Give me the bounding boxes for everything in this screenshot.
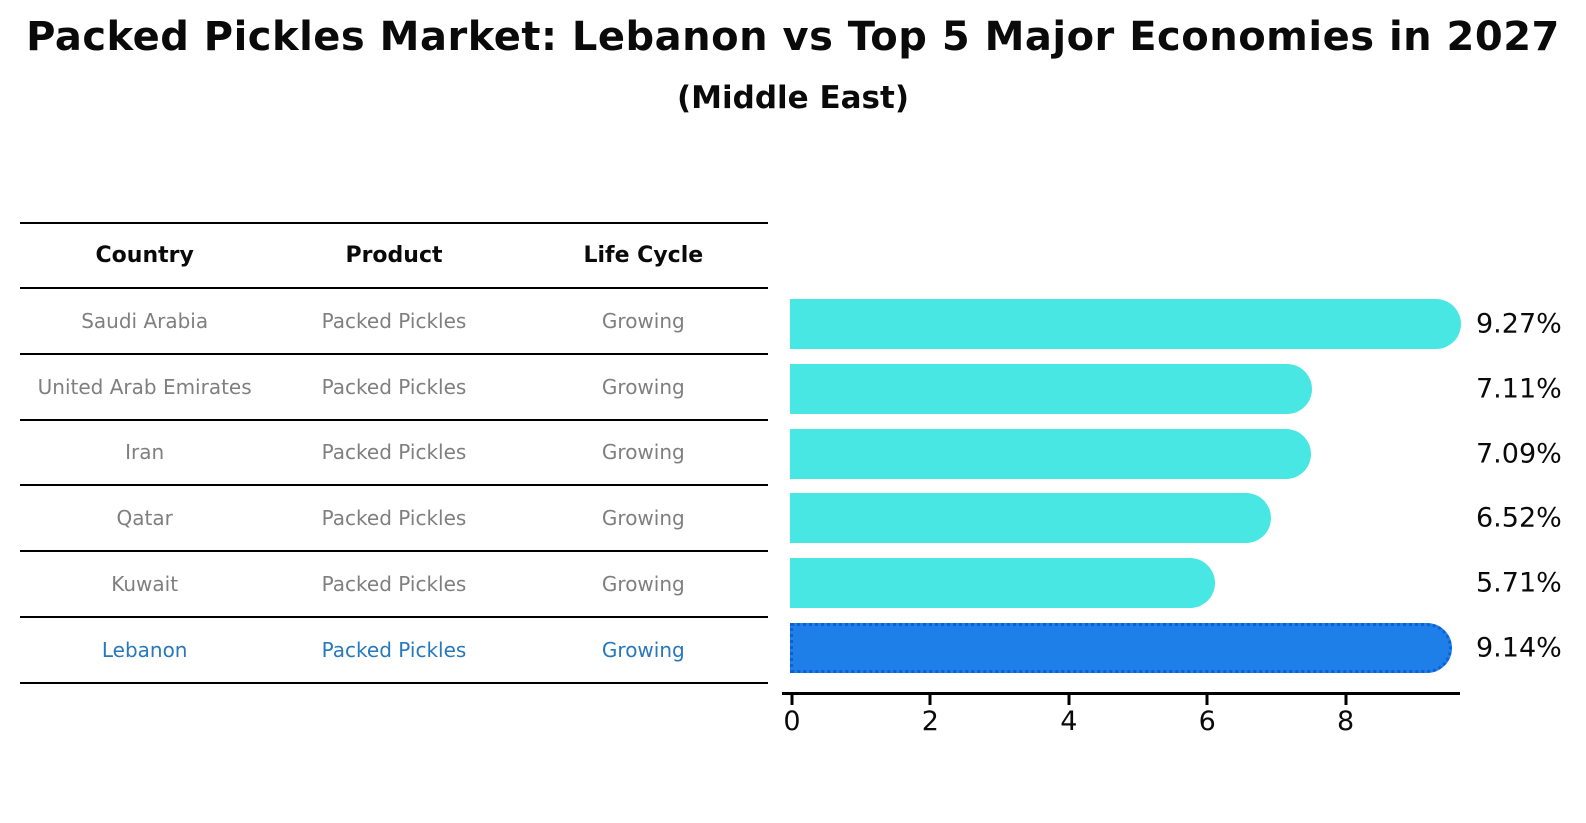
bar-value-label: 9.27%	[1476, 308, 1562, 340]
column-header-life-cycle: Life Cycle	[583, 243, 704, 268]
x-axis-tick	[1344, 695, 1348, 705]
bar-saudi-arabia	[790, 299, 1462, 349]
x-axis-tick-label: 0	[783, 706, 801, 737]
page-subtitle: (Middle East)	[676, 80, 909, 116]
table-row-kuwait: Kuwait Packed Pickles Growing	[20, 552, 768, 618]
bar-kuwait	[790, 558, 1216, 609]
x-axis-tick-label: 8	[1337, 706, 1355, 737]
x-axis-tick-label: 2	[921, 706, 939, 737]
bar-lebanon-highlighted	[790, 623, 1453, 673]
bar-qatar	[790, 493, 1272, 544]
bar-united-arab-emirates	[790, 363, 1312, 414]
bar-value-label: 9.14%	[1476, 632, 1562, 664]
life-cycle-cell: Growing	[601, 506, 685, 531]
bar-value-label: 6.52%	[1476, 502, 1562, 534]
x-axis-tick	[1067, 695, 1071, 705]
product-cell: Packed Pickles	[321, 637, 467, 662]
x-axis-line	[782, 692, 1460, 695]
product-cell: Packed Pickles	[321, 440, 467, 465]
life-cycle-cell: Growing	[601, 572, 685, 597]
country-cell: Kuwait	[111, 572, 179, 597]
life-cycle-cell: Growing	[601, 440, 685, 465]
country-cell: Qatar	[116, 506, 173, 531]
bar-value-label: 5.71%	[1476, 567, 1562, 599]
page-title: Packed Pickles Market: Lebanon vs Top 5 …	[26, 14, 1560, 60]
column-header-country: Country	[95, 243, 194, 268]
table-row-qatar: Qatar Packed Pickles Growing	[20, 486, 768, 553]
bar-value-label: 7.11%	[1476, 373, 1562, 405]
table-header-row: Country Product Life Cycle	[20, 224, 768, 289]
product-cell: Packed Pickles	[321, 506, 467, 531]
x-axis-tick	[928, 695, 932, 705]
product-cell: Packed Pickles	[321, 374, 467, 399]
column-header-product: Product	[345, 243, 443, 268]
country-cell: Saudi Arabia	[81, 308, 209, 333]
x-axis-tick	[1205, 695, 1209, 705]
table-row-iran: Iran Packed Pickles Growing	[20, 421, 768, 487]
table-row-saudi-arabia: Saudi Arabia Packed Pickles Growing	[20, 289, 768, 355]
country-cell: United Arab Emirates	[37, 374, 252, 399]
bar-iran	[790, 428, 1311, 479]
bar-value-label: 7.09%	[1476, 438, 1562, 470]
country-cell: Iran	[125, 440, 165, 465]
table-row-lebanon: Lebanon Packed Pickles Growing	[20, 618, 768, 684]
life-cycle-cell: Growing	[601, 308, 685, 333]
product-cell: Packed Pickles	[321, 308, 467, 333]
product-cell: Packed Pickles	[321, 572, 467, 597]
table-row-united-arab-emirates: United Arab Emirates Packed Pickles Grow…	[20, 355, 768, 421]
x-axis-tick-label: 4	[1060, 706, 1078, 737]
life-cycle-cell: Growing	[601, 374, 685, 399]
country-cell: Lebanon	[101, 637, 188, 662]
life-cycle-cell: Growing	[601, 637, 685, 662]
country-table: Country Product Life Cycle Saudi Arabia …	[20, 222, 768, 684]
x-axis-tick-label: 6	[1198, 706, 1216, 737]
x-axis-tick	[790, 695, 794, 705]
